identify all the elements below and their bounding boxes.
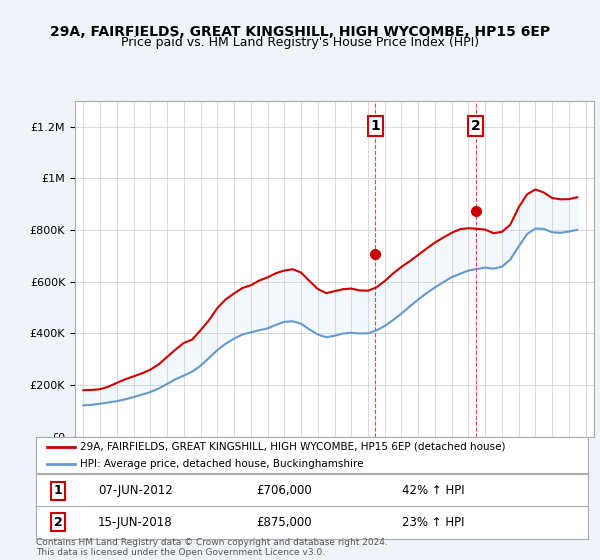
- Text: Price paid vs. HM Land Registry's House Price Index (HPI): Price paid vs. HM Land Registry's House …: [121, 36, 479, 49]
- Text: £706,000: £706,000: [257, 484, 312, 497]
- Text: Contains HM Land Registry data © Crown copyright and database right 2024.
This d: Contains HM Land Registry data © Crown c…: [36, 538, 388, 557]
- Text: £875,000: £875,000: [257, 516, 312, 529]
- Text: 42% ↑ HPI: 42% ↑ HPI: [402, 484, 465, 497]
- Text: 29A, FAIRFIELDS, GREAT KINGSHILL, HIGH WYCOMBE, HP15 6EP: 29A, FAIRFIELDS, GREAT KINGSHILL, HIGH W…: [50, 25, 550, 39]
- Text: 07-JUN-2012: 07-JUN-2012: [98, 484, 173, 497]
- Text: 1: 1: [54, 484, 62, 497]
- Text: 2: 2: [471, 119, 481, 133]
- Text: 2: 2: [54, 516, 62, 529]
- Text: HPI: Average price, detached house, Buckinghamshire: HPI: Average price, detached house, Buck…: [80, 459, 364, 469]
- Text: 1: 1: [370, 119, 380, 133]
- Text: 29A, FAIRFIELDS, GREAT KINGSHILL, HIGH WYCOMBE, HP15 6EP (detached house): 29A, FAIRFIELDS, GREAT KINGSHILL, HIGH W…: [80, 442, 506, 452]
- Text: 15-JUN-2018: 15-JUN-2018: [98, 516, 173, 529]
- Text: 23% ↑ HPI: 23% ↑ HPI: [402, 516, 464, 529]
